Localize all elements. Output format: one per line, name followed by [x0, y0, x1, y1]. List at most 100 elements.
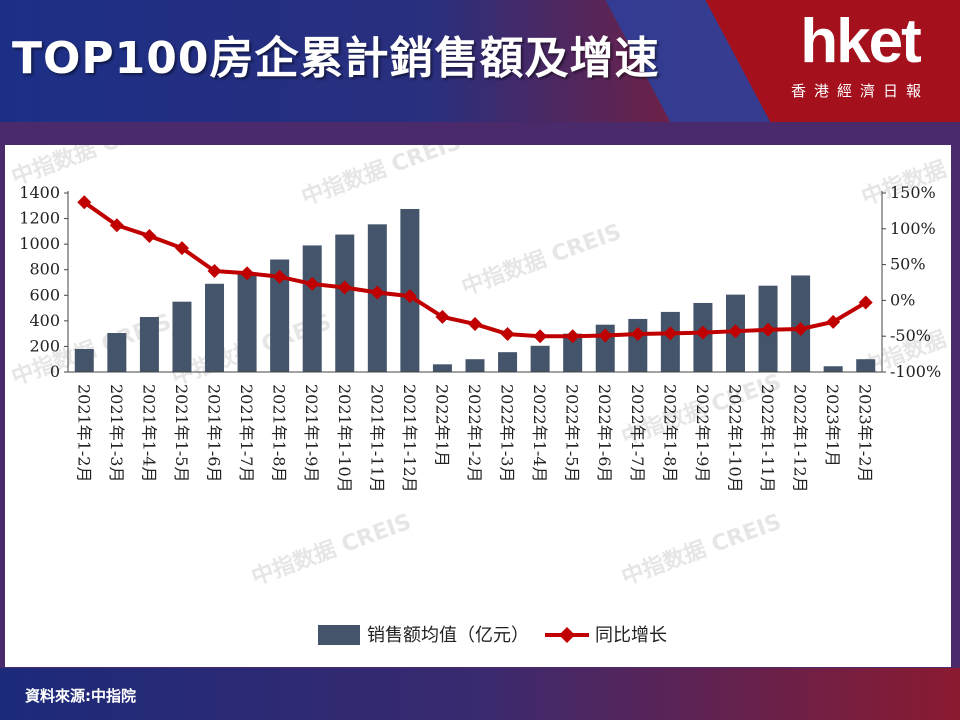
line-point — [793, 322, 808, 337]
category-label: 2022年1-9月 — [693, 384, 712, 483]
line-point — [435, 309, 450, 324]
chart-panel: 中指数据 CREIS 中指数据 CREIS 中指数据 CREIS 中指数据 CREIS… — [5, 145, 951, 667]
line-point — [468, 317, 482, 332]
category-label: 2021年1-7月 — [237, 384, 256, 483]
left-tick-label: 400 — [29, 311, 60, 330]
bar — [237, 272, 257, 372]
category-label: 2021年1-4月 — [139, 384, 158, 483]
right-tick-label: -50% — [890, 326, 931, 345]
left-tick-label: 1400 — [19, 183, 60, 202]
bar — [205, 283, 225, 372]
category-label: 2022年1月 — [432, 384, 451, 467]
bar — [530, 345, 550, 372]
watermark-text: 中指数据 CREIS — [298, 145, 465, 211]
header-banner: TOP100房企累計銷售額及增速 hket 香港經濟日報 — [0, 0, 960, 122]
line-point — [533, 329, 548, 344]
bar — [660, 311, 680, 372]
bar — [432, 364, 452, 372]
source-credit: 資料來源:中指院 — [25, 687, 136, 705]
bar — [107, 333, 127, 372]
right-tick-label: 100% — [890, 219, 936, 238]
line-point — [174, 241, 189, 256]
line-point — [77, 195, 92, 210]
category-label: 2022年1-4月 — [530, 384, 549, 483]
hket-logo[interactable]: hket 香港經濟日報 — [770, 6, 950, 112]
bar — [498, 352, 518, 372]
line-point — [240, 266, 255, 281]
category-label: 2022年1-11月 — [758, 384, 777, 493]
chart-legend: 销售额均值（亿元） 同比增长 — [318, 625, 667, 646]
left-tick-label: 200 — [29, 336, 60, 355]
watermark-text: 中指数据 CREIS — [248, 509, 415, 591]
category-label: 2022年1-5月 — [563, 384, 582, 483]
bar — [856, 359, 876, 372]
line-point — [663, 326, 678, 341]
logo-subtitle: 香港經濟日報 — [790, 82, 929, 100]
left-tick-label: 600 — [29, 285, 60, 304]
chart-axes: 0 200 400 600 800 1000 1200 1400 -100% -50% 0% 50% 1… — [19, 183, 941, 381]
line-point — [370, 285, 385, 300]
category-label: 2021年1-3月 — [107, 384, 126, 483]
line-point — [728, 324, 743, 339]
left-tick-label: 0 — [50, 362, 60, 381]
watermark-text: 中指数据 CREIS — [458, 219, 625, 301]
bar — [270, 259, 290, 372]
category-label: 2023年1月 — [823, 384, 842, 467]
combo-chart: 中指数据 CREIS 中指数据 CREIS 中指数据 CREIS 中指数据 CREIS… — [8, 145, 951, 646]
category-label: 2022年1-10月 — [725, 384, 744, 493]
footer-banner: 資料來源:中指院 — [0, 668, 960, 720]
line-point — [858, 295, 873, 310]
category-label: 2021年1-9月 — [302, 384, 321, 483]
category-label: 2022年1-6月 — [595, 384, 614, 483]
legend-bar-swatch — [318, 625, 360, 645]
left-tick-label: 800 — [29, 260, 60, 279]
category-label: 2021年1-8月 — [270, 384, 289, 483]
right-tick-label: 50% — [890, 255, 926, 274]
line-point — [109, 218, 124, 233]
bar — [628, 318, 648, 372]
category-label: 2021年1-2月 — [74, 384, 93, 483]
watermark-text: 中指数据 CREIS — [618, 509, 785, 591]
category-label: 2022年1-12月 — [791, 384, 810, 493]
line-point — [500, 327, 515, 342]
category-label: 2022年1-2月 — [465, 384, 484, 483]
line-point — [272, 269, 287, 284]
line-point — [305, 276, 320, 291]
category-label: 2021年1-12月 — [400, 384, 419, 493]
bar — [335, 234, 355, 372]
category-label: 2022年1-8月 — [660, 384, 679, 483]
right-tick-label: -100% — [890, 362, 941, 381]
category-label: 2023年1-2月 — [856, 384, 875, 483]
left-tick-label: 1200 — [19, 209, 60, 228]
legend-bar-label: 销售额均值（亿元） — [367, 625, 529, 646]
line-point — [402, 289, 417, 304]
bar — [139, 317, 159, 372]
bar — [74, 348, 94, 372]
bar — [302, 245, 322, 372]
right-tick-label: 150% — [890, 183, 936, 202]
bar — [823, 366, 843, 372]
line-point — [695, 325, 710, 340]
category-label: 2021年1-6月 — [205, 384, 224, 483]
bar — [172, 301, 192, 372]
category-labels: 2021年1-2月 2021年1-3月 2021年1-4月 2021年1-5月 2021… — [74, 384, 874, 493]
left-tick-label: 1000 — [19, 234, 60, 253]
line-point — [598, 328, 613, 343]
line-point — [630, 327, 645, 342]
logo-wordmark: hket — [800, 7, 921, 76]
right-tick-label: 0% — [890, 290, 915, 309]
line-point — [337, 280, 352, 295]
growth-line — [83, 200, 867, 339]
category-label: 2021年1-11月 — [367, 384, 386, 493]
line-series — [77, 195, 873, 344]
legend-line-marker — [559, 627, 575, 643]
category-label: 2021年1-10月 — [335, 384, 354, 493]
category-label: 2022年1-3月 — [498, 384, 517, 483]
bar — [563, 333, 583, 372]
legend-line-label: 同比增长 — [595, 625, 667, 646]
line-point — [565, 329, 580, 344]
line-point — [142, 228, 157, 243]
category-label: 2022年1-7月 — [628, 384, 647, 483]
line-point — [761, 322, 776, 337]
bar — [465, 359, 485, 372]
